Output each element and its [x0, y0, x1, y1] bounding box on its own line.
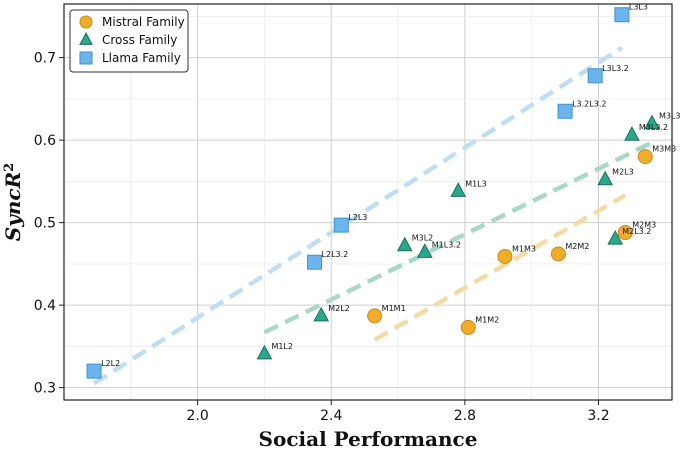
point-label: M1L2: [271, 342, 293, 351]
x-tick-label: 2.8: [454, 408, 476, 424]
trend-line: [263, 140, 653, 335]
data-point: [497, 248, 513, 264]
data-point: [86, 363, 102, 379]
data-point: [450, 182, 467, 197]
trend-line: [373, 193, 627, 342]
legend-marker: [79, 51, 93, 65]
data-point: [557, 103, 573, 119]
y-axis-title-superscript: 2: [2, 163, 17, 172]
y-axis-title: SyncR2: [1, 163, 25, 241]
legend-entry: Cross Family: [102, 33, 177, 47]
legend-entry: Mistral Family: [102, 15, 185, 29]
point-label: M2L2: [328, 304, 350, 313]
y-tick-label: 0.5: [34, 216, 56, 232]
x-tick-label: 2.0: [186, 408, 208, 424]
legend: Mistral Family Cross Family Llama Family: [69, 9, 189, 73]
legend-entry: Llama Family: [102, 51, 181, 65]
data-point: [550, 246, 566, 262]
point-label: M1M3: [512, 244, 536, 253]
data-point: [614, 7, 630, 23]
data-point: [367, 308, 383, 324]
point-label: M1L3.2: [432, 240, 461, 249]
point-label: L3L3: [629, 3, 648, 12]
data-point: [587, 68, 603, 84]
point-label: M2M3: [632, 221, 656, 230]
x-tick-label: 2.4: [320, 408, 342, 424]
point-label: M1L3: [465, 179, 487, 188]
point-label: M3M3: [652, 145, 676, 154]
trend-lines: [92, 45, 653, 386]
axis-ticks: 2.0 2.4 2.8 3.2 0.3 0.4 0.5 0.6 0.7: [34, 51, 610, 424]
point-label: M2M2: [565, 242, 589, 251]
point-label: L3L3.2: [602, 64, 629, 73]
point-label: M3L3.2: [639, 123, 668, 132]
data-point: [637, 149, 653, 165]
data-point: [256, 344, 273, 360]
data-point: [313, 306, 330, 322]
legend-marker: [79, 15, 93, 29]
point-label: L3.2L3.2: [572, 99, 606, 108]
point-label: L2L3: [348, 213, 367, 222]
legend-box: [69, 9, 189, 73]
data-point: [624, 126, 640, 141]
data-point: [416, 243, 433, 258]
x-axis-title: Social Performance: [259, 427, 478, 451]
point-label: M3L2: [412, 234, 434, 243]
data-point: [617, 225, 633, 241]
plot-frame: [63, 3, 673, 401]
y-tick-label: 0.3: [34, 381, 56, 397]
data-point: [460, 319, 476, 335]
data-point: [607, 230, 624, 245]
legend-marker: [79, 32, 93, 45]
point-label: M1M2: [475, 315, 499, 324]
point-label: M1M1: [382, 304, 406, 313]
data-point: [333, 217, 349, 233]
point-label: L2L3.2: [322, 250, 349, 259]
point-label: L2L2: [101, 359, 120, 368]
y-tick-label: 0.4: [34, 298, 56, 314]
y-axis-title-main: SyncR: [1, 172, 25, 241]
trend-line: [92, 45, 624, 386]
point-label: M3L3: [659, 112, 681, 121]
point-label: M2L3: [612, 168, 634, 177]
point-label: M2L3.2: [622, 227, 651, 236]
data-point: [307, 254, 323, 270]
data-point: [396, 236, 413, 252]
y-tick-label: 0.6: [34, 133, 56, 149]
data-point: [597, 170, 614, 186]
data-points: [86, 7, 660, 379]
data-point: [644, 114, 660, 130]
x-tick-label: 3.2: [587, 408, 609, 424]
y-tick-label: 0.7: [34, 51, 56, 67]
